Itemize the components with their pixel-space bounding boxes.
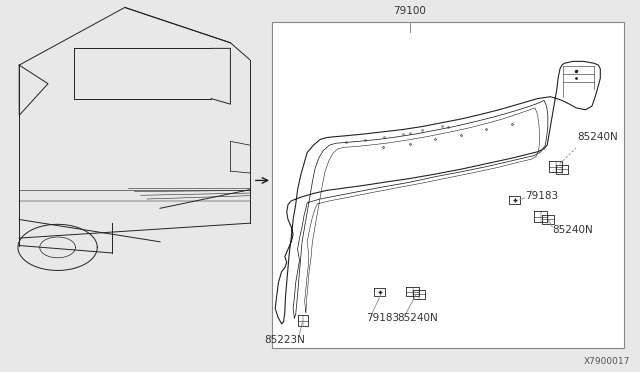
- Text: 79183: 79183: [525, 192, 558, 201]
- Text: 85240N: 85240N: [552, 225, 593, 235]
- Text: 79100: 79100: [393, 6, 426, 16]
- Text: 79183: 79183: [366, 313, 399, 323]
- Bar: [272, 22, 624, 348]
- Text: 85223N: 85223N: [264, 335, 305, 345]
- Text: 85240N: 85240N: [397, 313, 438, 323]
- Text: 85240N: 85240N: [577, 132, 618, 142]
- Text: X7900017: X7900017: [584, 357, 630, 366]
